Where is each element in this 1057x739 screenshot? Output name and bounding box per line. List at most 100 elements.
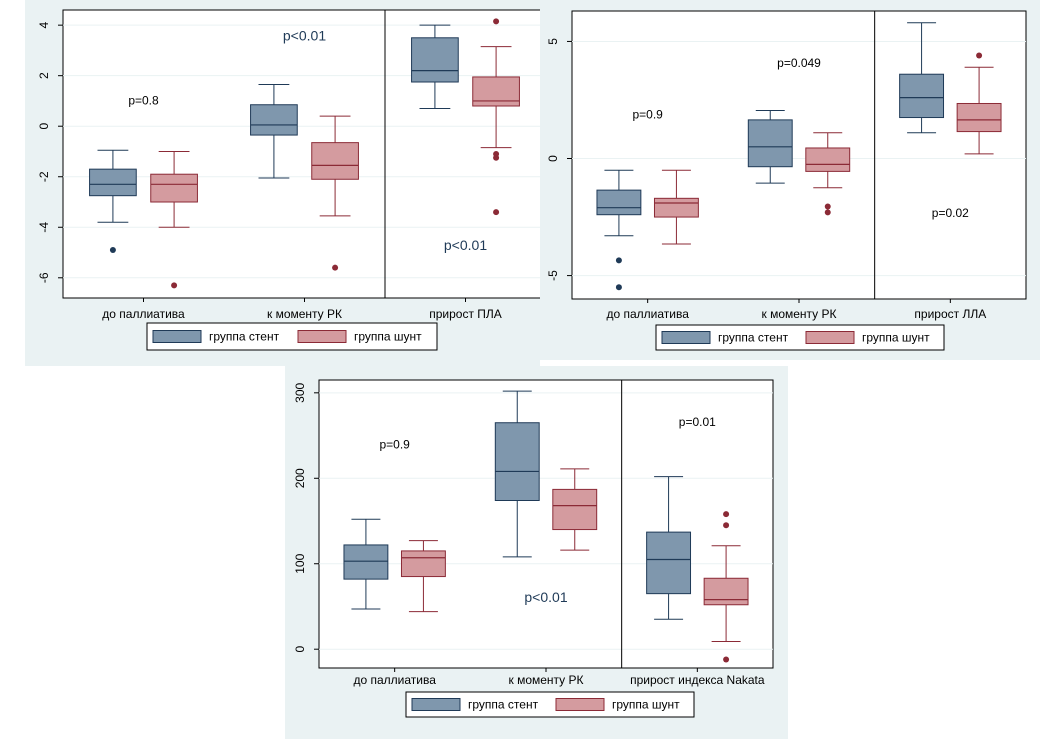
box-iqr bbox=[411, 37, 459, 83]
box-iqr bbox=[472, 76, 520, 107]
y-tick-label: 100 bbox=[293, 553, 307, 573]
chart-panel-1: 4 2 0 -2 -4 -6 до паллиатива к моменту РК прирос… bbox=[25, 0, 540, 366]
box-iqr bbox=[703, 577, 749, 606]
legend-swatch bbox=[805, 331, 855, 344]
p-value-annotation: p=0.02 bbox=[932, 206, 969, 220]
legend-swatch bbox=[661, 331, 711, 344]
y-tick-label: 0 bbox=[546, 155, 560, 162]
outlier-point bbox=[723, 656, 730, 663]
box-shunt bbox=[552, 468, 598, 551]
y-tick-label: -5 bbox=[546, 270, 560, 281]
box-iqr bbox=[150, 173, 198, 203]
p-value-annotation: p=0.049 bbox=[777, 56, 821, 70]
outlier-point bbox=[824, 203, 831, 210]
box-iqr bbox=[494, 422, 540, 501]
chart-panel-3: 300 200 100 0 до паллиатива к моменту РК приро… bbox=[285, 366, 788, 739]
box-iqr bbox=[596, 189, 642, 216]
x-tick-label: до паллиатива bbox=[606, 307, 689, 321]
x-tick-label: до паллиатива bbox=[353, 673, 436, 687]
boxplot-chart-2: 5 0 -5 до паллиатива к моменту РК прирост ЛЛА… bbox=[546, 10, 1027, 351]
x-tick-label: прирост индекса Nakata bbox=[630, 673, 765, 687]
box-iqr bbox=[250, 104, 298, 136]
box-shunt bbox=[703, 511, 749, 663]
box-iqr bbox=[653, 197, 699, 218]
box-iqr bbox=[805, 147, 851, 172]
x-tick-label: к моменту РК bbox=[267, 307, 342, 321]
p-value-annotation: p<0.01 bbox=[524, 589, 567, 605]
box-iqr bbox=[646, 531, 692, 595]
outlier-point bbox=[824, 209, 831, 216]
y-tick-label: 300 bbox=[293, 382, 307, 402]
legend-swatch bbox=[152, 330, 202, 343]
p-value-annotation: p=0.8 bbox=[128, 94, 159, 108]
plot-area bbox=[62, 9, 540, 299]
boxplot-chart-3: 300 200 100 0 до паллиатива к моменту РК приро… bbox=[293, 379, 774, 718]
box-iqr bbox=[343, 544, 389, 580]
legend-swatch bbox=[555, 698, 605, 711]
legend-swatch bbox=[297, 330, 347, 343]
boxplot-chart-1: 4 2 0 -2 -4 -6 до паллиатива к моменту РК прирос… bbox=[37, 9, 540, 351]
y-tick-label: -4 bbox=[37, 222, 51, 233]
box-shunt bbox=[805, 132, 851, 216]
box-iqr bbox=[956, 102, 1002, 133]
box-stent bbox=[899, 22, 945, 134]
p-value-annotation: p<0.01 bbox=[444, 237, 487, 253]
y-tick-label: 4 bbox=[37, 22, 51, 29]
y-tick-label: 0 bbox=[37, 123, 51, 130]
p-value-annotation: p=0.9 bbox=[379, 437, 410, 451]
box-shunt bbox=[653, 169, 699, 245]
y-tick-label: 200 bbox=[293, 468, 307, 488]
x-tick-label: прирост ПЛА bbox=[429, 307, 502, 321]
y-tick-label: -6 bbox=[37, 272, 51, 283]
legend-label: группа шунт bbox=[862, 331, 930, 345]
p-value-annotation: p=0.9 bbox=[632, 108, 663, 122]
outlier-point bbox=[493, 18, 500, 25]
x-tick-label: прирост ЛЛА bbox=[914, 307, 986, 321]
box-stent bbox=[411, 24, 459, 110]
outlier-point bbox=[493, 209, 500, 216]
p-value-annotation: p=0.01 bbox=[679, 415, 716, 429]
box-stent bbox=[343, 518, 389, 610]
y-tick-label: 5 bbox=[546, 38, 560, 45]
legend-label: группа шунт bbox=[354, 330, 422, 344]
y-tick-label: 0 bbox=[293, 646, 307, 653]
box-stent bbox=[747, 110, 793, 184]
plot-area bbox=[571, 10, 1027, 300]
outlier-point bbox=[723, 511, 730, 518]
box-shunt bbox=[150, 150, 198, 289]
outlier-point bbox=[493, 154, 500, 161]
box-iqr bbox=[747, 119, 793, 168]
legend-label: группа стент bbox=[209, 330, 280, 344]
x-tick-label: до паллиатива bbox=[102, 307, 185, 321]
chart-panel-2: 5 0 -5 до паллиатива к моменту РК прирост ЛЛА… bbox=[540, 0, 1040, 360]
legend-label: группа стент bbox=[468, 698, 539, 712]
box-shunt bbox=[311, 115, 359, 271]
box-stent bbox=[646, 476, 692, 620]
box-iqr bbox=[552, 488, 598, 531]
box-stent bbox=[89, 149, 137, 253]
outlier-point bbox=[723, 522, 730, 529]
y-tick-label: -2 bbox=[37, 171, 51, 182]
box-shunt bbox=[956, 52, 1002, 155]
y-tick-label: 2 bbox=[37, 72, 51, 79]
plot-area bbox=[318, 379, 774, 669]
legend-swatch bbox=[411, 698, 461, 711]
box-iqr bbox=[899, 73, 945, 119]
box-iqr bbox=[311, 142, 359, 180]
legend-label: группа шунт bbox=[612, 698, 680, 712]
outlier-point bbox=[109, 247, 116, 253]
box-stent bbox=[494, 390, 540, 558]
outlier-point bbox=[332, 264, 339, 271]
box-stent bbox=[250, 84, 298, 179]
box-iqr bbox=[89, 168, 137, 197]
box-stent bbox=[596, 169, 642, 291]
outlier-point bbox=[615, 257, 622, 264]
box-iqr bbox=[400, 550, 446, 578]
p-value-annotation: p<0.01 bbox=[283, 27, 326, 43]
outlier-point bbox=[976, 52, 983, 59]
x-tick-label: к моменту РК bbox=[508, 673, 583, 687]
box-shunt bbox=[400, 540, 446, 613]
x-tick-label: к моменту РК bbox=[761, 307, 836, 321]
outlier-point bbox=[615, 284, 622, 291]
